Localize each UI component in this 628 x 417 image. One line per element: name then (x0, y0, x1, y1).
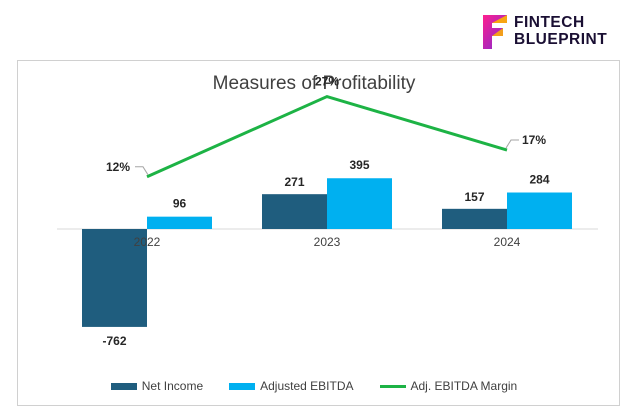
legend-item-adjusted-ebitda: Adjusted EBITDA (229, 379, 354, 393)
legend-swatch-ebitda-margin (379, 384, 406, 388)
leader-line-margin-2024 (505, 139, 519, 149)
legend-item-ebitda-margin: Adj. EBITDA Margin (379, 379, 518, 393)
bar-adjusted-ebitda-2022 (147, 216, 212, 229)
legend-label-net-income: Net Income (141, 379, 204, 393)
chart-legend: Net Income Adjusted EBITDA Adj. EBITDA M… (0, 379, 628, 393)
legend-label-adjusted-ebitda: Adjusted EBITDA (260, 379, 354, 393)
brand-line-1: FINTECH (514, 14, 585, 31)
legend-item-net-income: Net Income (110, 379, 204, 393)
data-label-margin-2023: 27% (315, 75, 339, 89)
bar-net-income-2023 (262, 194, 327, 229)
data-label-margin-2022: 12% (106, 160, 130, 174)
x-tick-label-2022: 2022 (134, 235, 161, 249)
data-label-adjusted-ebitda-2024: 284 (529, 173, 549, 187)
bar-net-income-2022 (82, 229, 147, 327)
legend-label-ebitda-margin: Adj. EBITDA Margin (410, 379, 518, 393)
chart-title: Measures of Profitability (212, 73, 416, 94)
data-label-net-income-2024: 157 (464, 190, 484, 204)
bar-net-income-2024 (442, 208, 507, 229)
x-tick-label-2023: 2023 (314, 235, 341, 249)
chart-frame (17, 60, 620, 406)
data-label-net-income-2022: -762 (102, 334, 126, 348)
line-ebitda-margin (146, 94, 508, 179)
f-letter-logo-icon (483, 15, 507, 49)
data-label-adjusted-ebitda-2022: 96 (173, 197, 187, 211)
leader-line-margin-2022 (135, 166, 149, 176)
data-label-margin-2024: 17% (522, 133, 546, 147)
brand-line-2: BLUEPRINT (514, 31, 608, 48)
bar-adjusted-ebitda-2024 (507, 192, 572, 229)
data-label-adjusted-ebitda-2023: 395 (349, 158, 369, 172)
data-label-net-income-2023: 271 (284, 175, 304, 189)
brand-logo: FINTECH BLUEPRINT (479, 12, 619, 52)
x-tick-label-2024: 2024 (494, 235, 521, 249)
brand-wordmark: FINTECH BLUEPRINT (514, 14, 607, 48)
legend-swatch-net-income (110, 382, 137, 390)
legend-swatch-adjusted-ebitda (229, 382, 256, 390)
bar-adjusted-ebitda-2023 (327, 178, 392, 229)
